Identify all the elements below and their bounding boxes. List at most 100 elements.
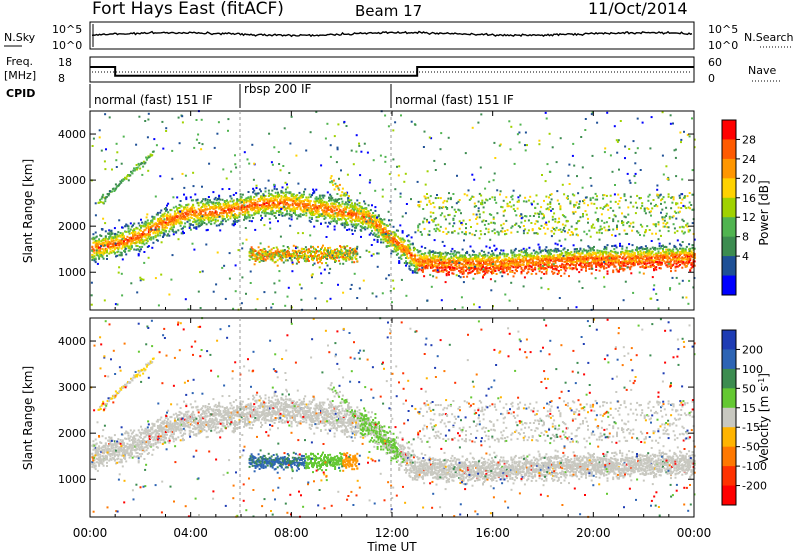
scatter-cell [602,253,604,255]
scatter-cell [504,272,506,274]
scatter-cell [553,254,555,256]
scatter-cell [450,264,452,266]
scatter-cell [225,203,227,205]
scatter-cell [659,245,661,247]
scatter-cell [471,265,473,267]
scatter-cell [538,257,540,259]
scatter-cell [493,254,495,256]
scatter-cell [273,195,275,197]
scatter-cell [274,256,276,258]
scatter-cell [576,268,578,270]
scatter-cell [446,270,448,272]
scatter-cell [635,259,637,261]
scatter-cell [491,255,493,257]
scatter-cell [124,251,126,253]
scatter-cell [619,243,621,245]
scatter-cell [134,231,136,233]
scatter-cell [646,247,648,249]
scatter-cell [147,240,149,242]
scatter-cell [261,211,263,213]
scatter-cell [434,257,436,259]
scatter-cell [175,232,177,234]
scatter-cell [148,236,150,238]
scatter-cell [311,208,313,210]
scatter-cell [487,255,489,257]
scatter-cell [550,260,552,262]
scatter-cell [250,248,252,250]
scatter-cell [677,239,679,241]
scatter-cell [244,214,246,216]
scatter-cell [598,252,600,254]
scatter-cell [267,198,269,200]
scatter-cell [550,253,552,255]
scatter-cell [249,220,251,222]
scatter-cell [223,216,225,218]
scatter-cell [567,249,569,251]
scatter-cell [644,261,646,263]
scatter-cell [646,260,648,262]
scatter-cell [129,230,131,232]
n-right-tick-bottom: 10^0 [708,39,738,52]
scatter-cell [143,251,145,253]
scatter-cell [634,253,636,255]
scatter-cell [363,200,365,202]
scatter-cell [302,195,304,197]
scatter-cell [665,246,667,248]
scatter-cell [374,206,376,208]
scatter-cell [146,227,148,229]
scatter-cell [464,254,466,256]
scatter-cell [510,250,512,252]
scatter-cell [507,253,509,255]
scatter-cell [466,252,468,254]
scatter-cell [591,273,593,275]
scatter-cell [137,245,139,247]
freq-panel-frame [90,57,694,82]
scatter-cell [679,264,681,266]
scatter-cell [543,273,545,275]
scatter-cell [246,209,248,211]
scatter-cell [673,260,675,262]
scatter-cell [105,230,107,232]
scatter-cell [556,250,558,252]
scatter-cell [141,236,143,238]
scatter-cell [599,270,601,272]
scatter-cell [560,275,562,277]
scatter-cell [523,259,525,261]
n-right-tick-top: 10^5 [708,23,738,36]
scatter-cell [215,221,217,223]
scatter-cell [112,233,114,235]
scatter-cell [258,246,260,248]
scatter-cell [558,250,560,252]
scatter-cell [424,247,426,249]
scatter-cell [506,270,508,272]
scatter-cell [449,266,451,268]
scatter-cell [305,197,307,199]
scatter-cell [215,197,217,199]
scatter-cell [265,210,267,212]
scatter-cell [466,276,468,278]
scatter-cell [355,215,357,217]
scatter-cell [605,267,607,269]
scatter-cell [253,196,255,198]
scatter-cell [660,252,662,254]
scatter-cell [601,263,603,265]
scatter-cell [492,261,494,263]
scatter-cell [201,206,203,208]
scatter-cell [276,210,278,212]
scatter-cell [369,213,371,215]
scatter-cell [346,207,348,209]
scatter-cell [165,231,167,233]
scatter-cell [381,219,383,221]
scatter-cell [534,267,536,269]
scatter-cell [605,261,607,263]
scatter-cell [429,255,431,257]
scatter-cell [574,253,576,255]
scatter-cell [228,205,230,207]
scatter-cell [428,265,430,267]
scatter-cell [229,200,231,202]
scatter-cell [249,205,251,207]
scatter-cell [173,223,175,225]
scatter-cell [448,274,450,276]
scatter-cell [231,198,233,200]
scatter-cell [305,206,307,208]
